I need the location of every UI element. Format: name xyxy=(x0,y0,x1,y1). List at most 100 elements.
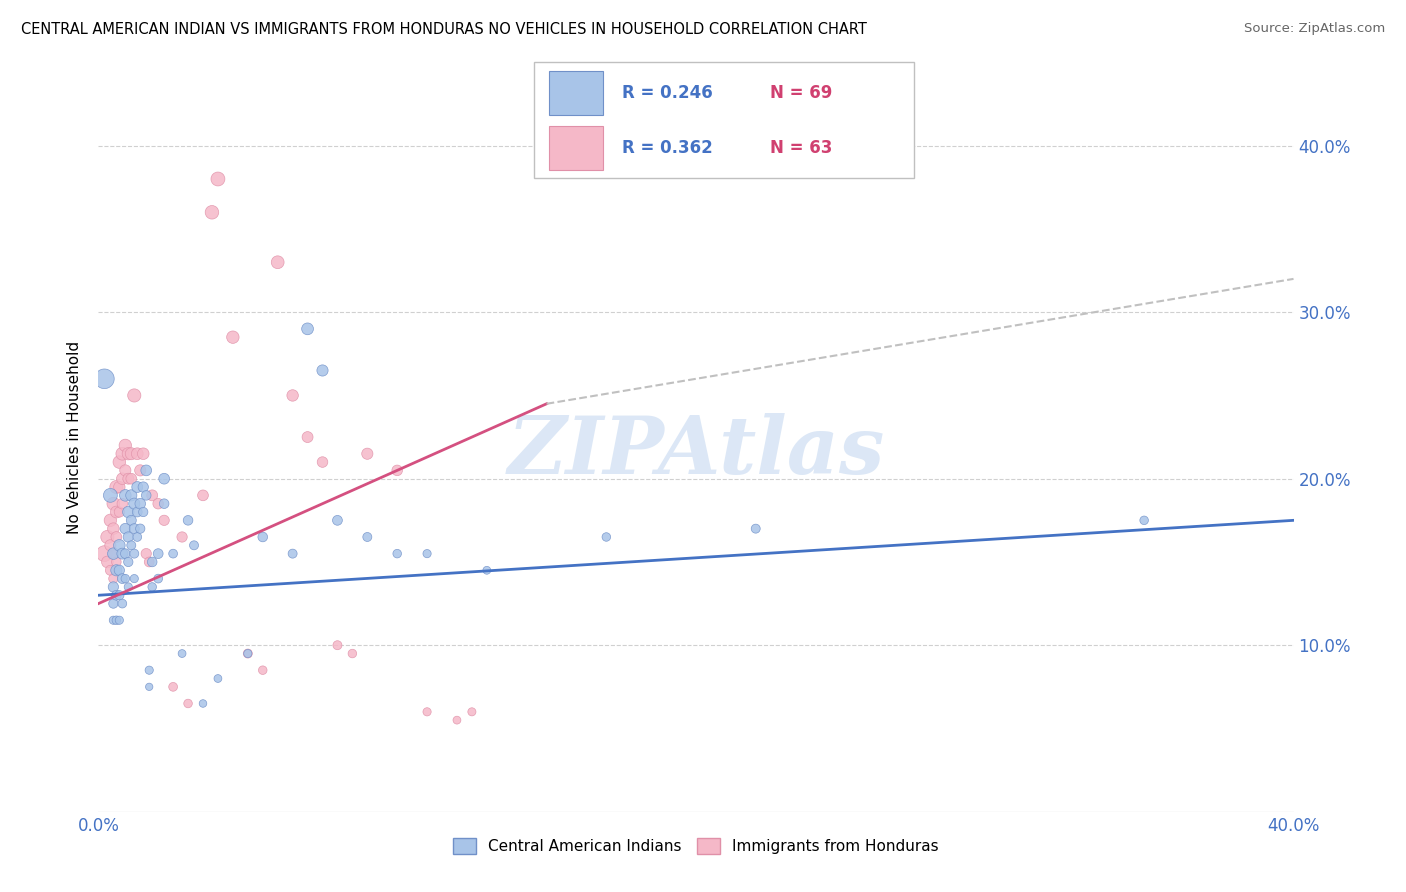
Point xyxy=(222,330,245,344)
Point xyxy=(111,447,134,461)
Point xyxy=(103,497,125,511)
Point xyxy=(135,547,157,561)
Point xyxy=(114,522,136,536)
Point xyxy=(96,530,118,544)
Point xyxy=(98,513,122,527)
Text: Source: ZipAtlas.com: Source: ZipAtlas.com xyxy=(1244,22,1385,36)
Point xyxy=(108,480,131,494)
Point xyxy=(98,563,122,577)
Point xyxy=(129,463,152,477)
Point xyxy=(111,472,134,486)
Point xyxy=(135,488,157,502)
Point xyxy=(177,513,200,527)
Point xyxy=(148,572,170,586)
Point xyxy=(117,505,139,519)
Point xyxy=(117,472,139,486)
Point xyxy=(96,555,118,569)
Point xyxy=(446,713,468,727)
Point xyxy=(103,547,125,561)
Point xyxy=(191,697,214,711)
Text: CENTRAL AMERICAN INDIAN VS IMMIGRANTS FROM HONDURAS NO VEHICLES IN HOUSEHOLD COR: CENTRAL AMERICAN INDIAN VS IMMIGRANTS FR… xyxy=(21,22,868,37)
Point xyxy=(356,447,378,461)
Text: N = 69: N = 69 xyxy=(769,84,832,102)
Point xyxy=(297,322,319,336)
Point xyxy=(103,613,125,627)
Point xyxy=(132,505,155,519)
Point xyxy=(183,538,205,552)
Point xyxy=(103,547,125,561)
Point xyxy=(141,488,163,502)
Point xyxy=(114,547,136,561)
Point xyxy=(124,522,146,536)
Point xyxy=(114,438,136,452)
Point xyxy=(207,672,229,686)
Point xyxy=(103,522,125,536)
Point xyxy=(191,488,214,502)
Point xyxy=(132,447,155,461)
Point xyxy=(114,463,136,477)
Point xyxy=(105,563,128,577)
Point xyxy=(138,555,160,569)
Y-axis label: No Vehicles in Household: No Vehicles in Household xyxy=(67,341,83,533)
Point xyxy=(153,472,176,486)
Point xyxy=(127,530,149,544)
Point xyxy=(297,430,319,444)
Point xyxy=(120,472,142,486)
Point xyxy=(153,513,176,527)
Point xyxy=(103,580,125,594)
Point xyxy=(111,547,134,561)
Point xyxy=(127,480,149,494)
Point xyxy=(356,530,378,544)
Point xyxy=(117,447,139,461)
Point xyxy=(172,647,194,661)
Point xyxy=(326,638,349,652)
Point xyxy=(108,538,131,552)
Point xyxy=(281,547,304,561)
Point xyxy=(124,388,146,402)
Point xyxy=(342,647,364,661)
Point xyxy=(416,705,439,719)
Point xyxy=(236,647,259,661)
Point xyxy=(103,597,125,611)
Point xyxy=(120,538,142,552)
Point xyxy=(114,488,136,502)
Point xyxy=(141,580,163,594)
Bar xyxy=(550,126,603,170)
Point xyxy=(117,555,139,569)
Point xyxy=(120,488,142,502)
Point xyxy=(117,530,139,544)
Point xyxy=(148,547,170,561)
Point xyxy=(207,172,229,186)
Text: N = 63: N = 63 xyxy=(769,139,832,157)
Point xyxy=(141,555,163,569)
Point xyxy=(201,205,224,219)
Point xyxy=(117,580,139,594)
Text: ZIPAtlas: ZIPAtlas xyxy=(508,413,884,491)
Point xyxy=(461,705,484,719)
Point xyxy=(129,522,152,536)
Point xyxy=(148,497,170,511)
Point xyxy=(105,505,128,519)
Point xyxy=(236,647,259,661)
Point xyxy=(595,530,617,544)
Point xyxy=(475,563,498,577)
Point xyxy=(416,547,439,561)
Point xyxy=(105,480,128,494)
Point xyxy=(111,497,134,511)
Point xyxy=(252,663,274,677)
Point xyxy=(162,547,184,561)
Point xyxy=(385,463,409,477)
Point xyxy=(385,547,409,561)
Text: R = 0.362: R = 0.362 xyxy=(621,139,713,157)
Point xyxy=(105,530,128,544)
Point xyxy=(127,447,149,461)
Point xyxy=(138,663,160,677)
Point xyxy=(103,572,125,586)
Point xyxy=(98,538,122,552)
Point xyxy=(172,530,194,544)
Point xyxy=(132,480,155,494)
Point xyxy=(111,572,134,586)
Legend: Central American Indians, Immigrants from Honduras: Central American Indians, Immigrants fro… xyxy=(447,832,945,860)
Point xyxy=(267,255,290,269)
Bar xyxy=(550,70,603,114)
